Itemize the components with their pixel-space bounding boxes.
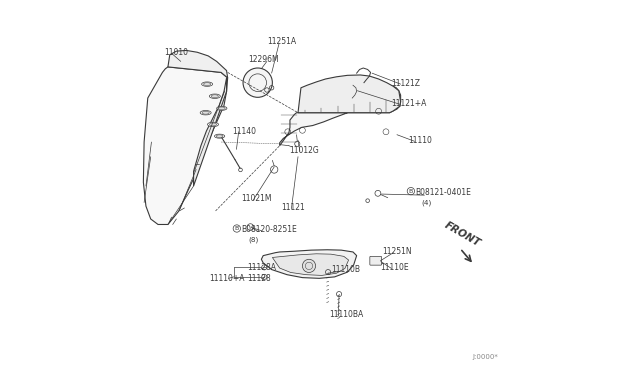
Text: (4): (4) xyxy=(422,199,432,206)
Text: J:0000*: J:0000* xyxy=(472,354,498,360)
Text: 11251A: 11251A xyxy=(267,37,296,46)
FancyBboxPatch shape xyxy=(370,256,381,265)
Ellipse shape xyxy=(209,94,220,99)
Text: B: B xyxy=(409,189,413,194)
Ellipse shape xyxy=(202,111,209,114)
Text: 11110E: 11110E xyxy=(380,263,409,272)
Text: B: B xyxy=(235,226,239,231)
Ellipse shape xyxy=(214,134,225,138)
Ellipse shape xyxy=(200,110,211,115)
Text: B08120-8251E: B08120-8251E xyxy=(241,225,297,234)
Text: FRONT: FRONT xyxy=(442,220,482,248)
Text: 11110BA: 11110BA xyxy=(329,311,364,320)
Text: 11121+A: 11121+A xyxy=(392,99,427,108)
Polygon shape xyxy=(280,85,401,146)
Polygon shape xyxy=(273,254,349,275)
Polygon shape xyxy=(143,67,228,224)
Polygon shape xyxy=(168,51,228,78)
Text: 11128A: 11128A xyxy=(246,263,276,272)
Ellipse shape xyxy=(216,135,223,138)
Polygon shape xyxy=(261,250,356,278)
Polygon shape xyxy=(298,75,401,113)
Text: (8): (8) xyxy=(248,237,259,243)
Ellipse shape xyxy=(204,83,211,86)
Polygon shape xyxy=(193,78,227,186)
Text: B08121-0401E: B08121-0401E xyxy=(415,188,471,197)
Text: 11121Z: 11121Z xyxy=(392,79,420,88)
Text: 11128: 11128 xyxy=(246,274,271,283)
Text: 11110: 11110 xyxy=(408,136,432,145)
Text: 11010: 11010 xyxy=(164,48,188,57)
Ellipse shape xyxy=(217,106,227,110)
Text: 11121: 11121 xyxy=(282,203,305,212)
Text: 11110+A: 11110+A xyxy=(209,274,245,283)
Text: 11021M: 11021M xyxy=(241,194,272,203)
Circle shape xyxy=(303,259,316,272)
Ellipse shape xyxy=(211,95,218,98)
Ellipse shape xyxy=(218,107,225,110)
Circle shape xyxy=(243,68,273,97)
Text: 11140: 11140 xyxy=(232,126,256,135)
Text: 11110B: 11110B xyxy=(331,265,360,274)
Ellipse shape xyxy=(202,82,212,86)
Text: 11012G: 11012G xyxy=(289,145,319,155)
Ellipse shape xyxy=(207,122,218,126)
Ellipse shape xyxy=(209,123,216,126)
Text: 12296M: 12296M xyxy=(248,55,279,64)
Text: 11251N: 11251N xyxy=(382,247,412,256)
